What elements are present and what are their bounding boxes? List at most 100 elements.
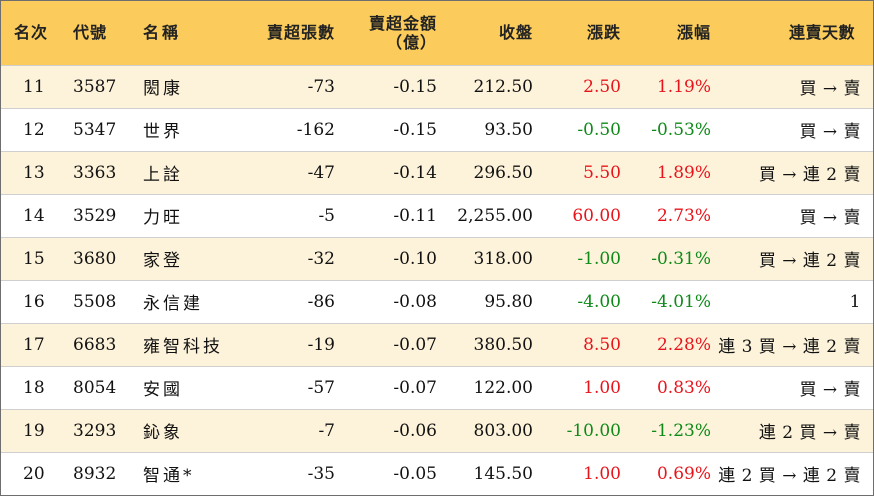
cell-rank: 15	[23, 248, 45, 269]
cell-code: 3587	[73, 76, 117, 97]
table-header-row: 名次 代號 名稱 賣超張數 賣超金額 （億） 收盤 漲跌 漲幅 連賣天數	[1, 1, 873, 65]
cell-name: 鈊象	[143, 423, 183, 443]
cell-rank: 20	[23, 463, 45, 484]
cell-streak: 買 → 連 2 賣	[758, 165, 861, 185]
cell-net-sell-lots: -57	[307, 377, 335, 398]
cell-rank: 18	[23, 377, 45, 398]
table-row: 12 5347 世界 -162 -0.15 93.50 -0.50 -0.53% 買 → 賣	[1, 108, 873, 151]
cell-name: 世界	[143, 122, 183, 142]
cell-name: 安國	[143, 380, 183, 400]
cell-change-pct: 1.89%	[656, 162, 711, 183]
table-body: 11 3587 閎康 -73 -0.15 212.50 2.50 1.19% 買 → 賣 12 53…	[1, 65, 873, 495]
cell-change: 2.50	[583, 76, 621, 97]
cell-name: 智通*	[143, 466, 195, 487]
cell-change: -10.00	[566, 420, 621, 441]
cell-name: 永信建	[143, 294, 203, 314]
cell-code: 8932	[73, 463, 117, 484]
cell-rank: 14	[23, 205, 45, 226]
cell-net-sell-lots: -47	[307, 162, 335, 183]
cell-close: 122.00	[473, 377, 533, 398]
cell-code: 5508	[73, 291, 117, 312]
cell-name: 力旺	[143, 208, 183, 228]
cell-name: 家登	[143, 251, 183, 271]
cell-net-sell-lots: -32	[307, 248, 335, 269]
table-row: 20 8932 智通* -35 -0.05 145.50 1.00 0.69% 連 2 買 → …	[1, 452, 873, 495]
cell-close: 380.50	[473, 334, 533, 355]
cell-rank: 13	[23, 162, 45, 183]
cell-change-pct: -0.31%	[651, 248, 711, 269]
cell-change: 5.50	[583, 162, 621, 183]
cell-code: 3529	[73, 205, 117, 226]
cell-streak: 買 → 賣	[799, 208, 861, 228]
cell-rank: 19	[23, 420, 45, 441]
cell-close: 95.80	[484, 291, 533, 312]
header-net-sell-amount-line2: （億）	[385, 32, 437, 52]
cell-streak: 1	[849, 291, 861, 312]
cell-code: 3363	[73, 162, 117, 183]
cell-change: -4.00	[577, 291, 621, 312]
cell-name: 上詮	[143, 165, 183, 185]
cell-rank: 17	[23, 334, 45, 355]
cell-code: 3293	[73, 420, 117, 441]
cell-change: 1.00	[583, 463, 621, 484]
cell-change-pct: 2.73%	[656, 205, 711, 226]
cell-streak: 連 3 買 → 連 2 賣	[718, 337, 861, 357]
cell-change: 1.00	[583, 377, 621, 398]
cell-streak: 連 2 買 → 連 2 賣	[718, 466, 861, 487]
cell-net-sell-lots: -19	[307, 334, 335, 355]
cell-close: 803.00	[473, 420, 533, 441]
cell-change-pct: -0.53%	[651, 119, 711, 140]
cell-code: 6683	[73, 334, 117, 355]
cell-change-pct: 1.19%	[656, 76, 711, 97]
header-close: 收盤	[498, 23, 533, 43]
table-row: 14 3529 力旺 -5 -0.11 2,255.00 60.00 2.73% 買 → 賣	[1, 194, 873, 237]
table-row: 13 3363 上詮 -47 -0.14 296.50 5.50 1.89% 買 → 連 2 賣	[1, 151, 873, 194]
cell-net-sell-lots: -35	[307, 463, 335, 484]
cell-change: -1.00	[577, 248, 621, 269]
cell-net-sell-lots: -86	[307, 291, 335, 312]
cell-net-sell-lots: -73	[307, 76, 335, 97]
cell-net-sell-amount: -0.06	[393, 420, 437, 441]
cell-change-pct: -1.23%	[651, 420, 711, 441]
table-row: 18 8054 安國 -57 -0.07 122.00 1.00 0.83% 買 → 賣	[1, 366, 873, 409]
cell-code: 3680	[73, 248, 117, 269]
cell-change-pct: 0.69%	[656, 463, 711, 484]
cell-change-pct: 0.83%	[656, 377, 711, 398]
header-rank: 名次	[14, 23, 49, 43]
cell-streak: 買 → 賣	[799, 122, 861, 142]
cell-net-sell-amount: -0.05	[393, 463, 437, 484]
cell-net-sell-amount: -0.10	[393, 248, 437, 269]
cell-code: 8054	[73, 377, 117, 398]
cell-net-sell-lots: -162	[296, 119, 335, 140]
header-name: 名稱	[143, 23, 182, 43]
table-row: 16 5508 永信建 -86 -0.08 95.80 -4.00 -4.01% 1	[1, 280, 873, 323]
cell-close: 318.00	[473, 248, 533, 269]
cell-change-pct: 2.28%	[656, 334, 711, 355]
cell-change: 60.00	[572, 205, 621, 226]
cell-streak: 買 → 賣	[799, 79, 861, 99]
header-streak: 連賣天數	[788, 23, 855, 43]
cell-change: -0.50	[577, 119, 621, 140]
cell-net-sell-lots: -5	[318, 205, 335, 226]
cell-change: 8.50	[583, 334, 621, 355]
cell-streak: 買 → 賣	[799, 380, 861, 400]
cell-rank: 16	[23, 291, 45, 312]
cell-net-sell-amount: -0.07	[393, 377, 437, 398]
cell-net-sell-amount: -0.11	[393, 205, 437, 226]
cell-net-sell-amount: -0.14	[393, 162, 437, 183]
cell-streak: 連 2 買 → 賣	[758, 423, 861, 443]
cell-net-sell-lots: -7	[318, 420, 335, 441]
cell-rank: 12	[23, 119, 45, 140]
header-net-sell-amount: 賣超金額 （億）	[343, 1, 443, 65]
cell-close: 212.50	[473, 76, 533, 97]
header-change: 漲跌	[586, 23, 621, 43]
header-change-pct: 漲幅	[676, 23, 711, 43]
table-row: 11 3587 閎康 -73 -0.15 212.50 2.50 1.19% 買 → 賣	[1, 65, 873, 108]
cell-rank: 11	[23, 76, 45, 97]
table-row: 17 6683 雍智科技 -19 -0.07 380.50 8.50 2.28% 連 3 買 →…	[1, 323, 873, 366]
cell-name: 雍智科技	[143, 337, 223, 357]
header-net-sell-lots: 賣超張數	[266, 23, 335, 43]
cell-close: 93.50	[484, 119, 533, 140]
